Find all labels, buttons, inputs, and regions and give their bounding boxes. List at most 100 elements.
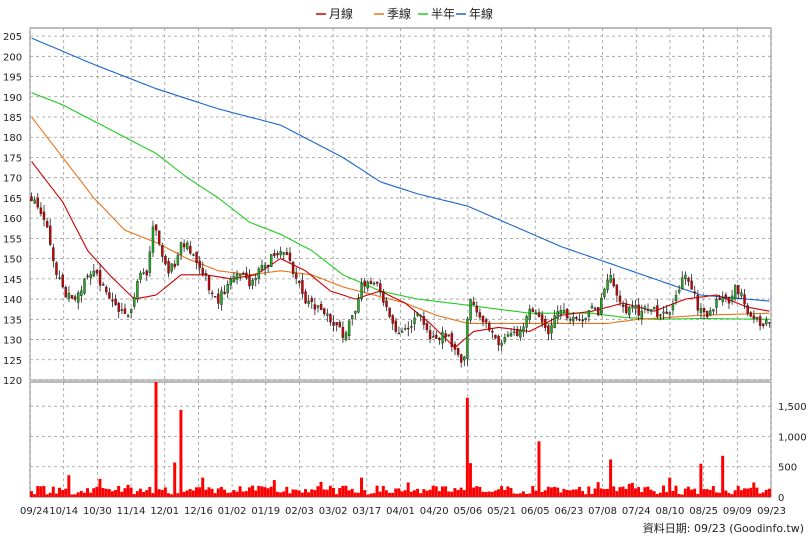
volume-bar	[204, 489, 208, 497]
candle-body	[77, 292, 80, 303]
candle-body	[656, 305, 659, 317]
volume-bar	[568, 490, 572, 497]
volume-bar	[484, 492, 488, 497]
volume-bar	[549, 487, 553, 497]
date-tick-label: 10/14	[49, 506, 78, 517]
candle-body	[547, 325, 550, 335]
candle-body	[251, 279, 254, 286]
date-tick-label: 02/03	[285, 506, 314, 517]
volume-bar	[213, 493, 217, 497]
candle-body	[173, 263, 176, 267]
candle-body	[354, 311, 357, 314]
volume-bar	[388, 492, 392, 497]
date-tick-label: 01/02	[218, 506, 247, 517]
candle-body	[762, 323, 765, 326]
volume-bar	[350, 488, 354, 497]
candle-body	[254, 278, 257, 281]
candle-body	[323, 308, 326, 314]
volume-tick-label: 1,000	[778, 432, 807, 443]
candle-body	[117, 302, 120, 312]
volume-bar	[400, 491, 404, 497]
volume-bar	[724, 490, 728, 497]
candle-body	[590, 305, 594, 309]
candle-body	[438, 337, 441, 341]
candle-body	[463, 356, 466, 361]
volume-bar	[599, 488, 603, 497]
volume-bar	[176, 493, 180, 497]
candle-body	[33, 199, 36, 204]
price-tick-label: 160	[3, 214, 22, 225]
candle-body	[39, 207, 43, 215]
candle-body	[724, 294, 728, 299]
volume-bar	[48, 492, 52, 497]
candle-body	[584, 317, 587, 321]
candle-body	[329, 314, 332, 323]
volume-bar	[394, 488, 398, 497]
volume-bar	[434, 486, 438, 497]
volume-bar	[381, 485, 385, 497]
volume-bar	[148, 486, 152, 497]
volume-bar	[630, 482, 634, 497]
candle-body	[758, 316, 762, 326]
candle-body	[768, 322, 771, 324]
volume-bar	[587, 486, 591, 497]
volume-bar	[649, 489, 653, 497]
volume-bar	[257, 485, 261, 497]
volume-bar	[360, 477, 363, 497]
volume-bar	[297, 490, 301, 497]
candle-body	[422, 316, 426, 325]
candle-body	[338, 322, 341, 328]
candle-body	[572, 316, 575, 322]
volume-bar	[188, 489, 192, 497]
volume-bar	[755, 487, 759, 497]
date-tick-label: 10/30	[83, 506, 112, 517]
candle-body	[403, 328, 407, 330]
candle-body	[668, 312, 672, 315]
volume-bar	[668, 477, 672, 497]
volume-bar	[584, 494, 588, 497]
candle-body	[503, 337, 507, 343]
volume-bar	[67, 475, 71, 497]
candle-body	[326, 313, 329, 316]
candle-body	[625, 303, 628, 313]
volume-bar	[341, 485, 345, 497]
candle-body	[133, 296, 136, 307]
candle-body	[217, 293, 220, 304]
volume-bar	[475, 486, 479, 497]
volume-bar	[117, 485, 121, 497]
date-tick-label: 12/01	[150, 506, 179, 517]
legend-label: 半年	[431, 7, 455, 21]
volume-bar	[319, 481, 323, 497]
candle-body	[232, 276, 236, 283]
candle-body	[603, 288, 606, 298]
volume-bar	[30, 491, 33, 497]
candle-body	[737, 285, 740, 295]
volume-bar	[500, 486, 504, 497]
price-tick-label: 130	[3, 336, 22, 347]
volume-bar	[160, 489, 164, 497]
volume-bar	[708, 490, 712, 497]
volume-bar	[490, 491, 494, 497]
candle-body	[740, 292, 743, 297]
volume-bar	[294, 489, 298, 497]
volume-bar	[621, 486, 625, 497]
candle-body	[407, 327, 410, 330]
volume-bar	[39, 486, 43, 497]
candle-body	[540, 314, 544, 323]
candle-body	[248, 276, 251, 287]
candle-body	[643, 306, 647, 310]
volume-bar	[459, 487, 463, 497]
volume-bar	[182, 491, 186, 497]
candle-body	[512, 331, 516, 333]
candle-body	[671, 303, 675, 311]
volume-panel: 0 500 1,000 1,500	[29, 381, 807, 504]
volume-bar	[366, 494, 370, 497]
candle-body	[30, 196, 33, 202]
volume-bar	[247, 487, 251, 497]
volume-bar	[216, 488, 220, 497]
candle-body	[83, 278, 86, 294]
volume-bar	[335, 494, 339, 497]
candle-body	[164, 256, 167, 265]
volume-bar	[559, 492, 563, 497]
